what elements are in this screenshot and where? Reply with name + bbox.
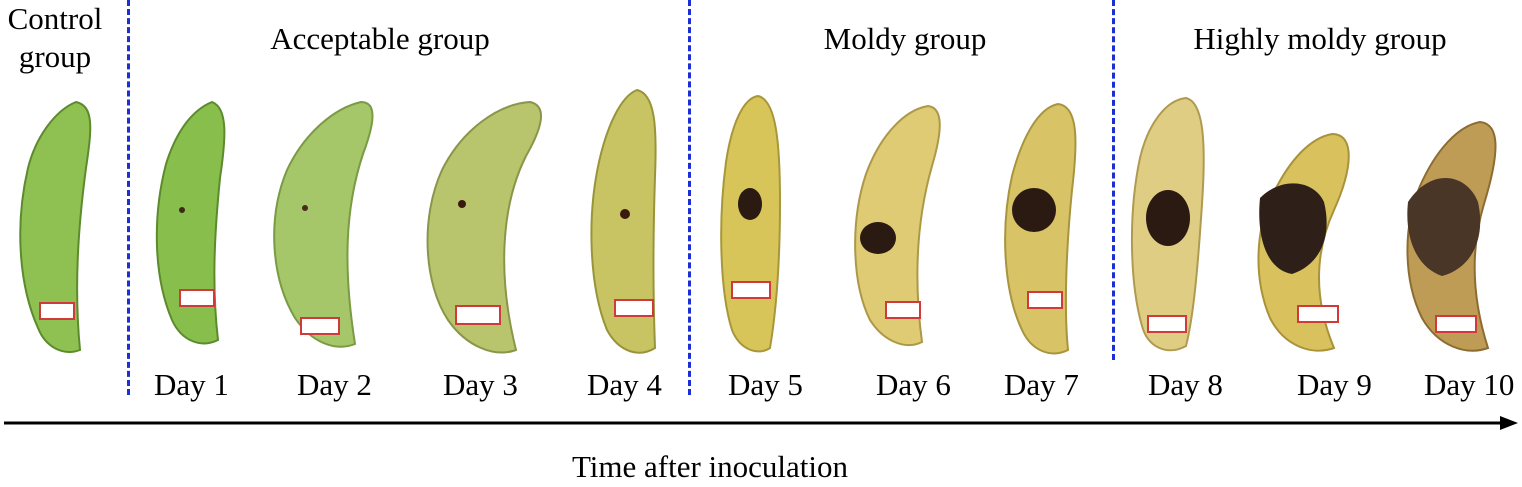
banana-day4-tag [614, 299, 654, 317]
banana-day1-tag [179, 289, 215, 307]
banana-day10-tag [1435, 315, 1477, 333]
banana-day1 [148, 98, 228, 348]
banana-day5 [718, 92, 788, 357]
banana-day2-tag [300, 317, 340, 335]
banana-control-tag [39, 302, 75, 320]
day-label-6: Day 6 [876, 367, 951, 402]
day-label-2: Day 2 [297, 367, 372, 402]
time-arrow-head [1500, 416, 1518, 430]
control-group-heading-line2: group [18, 39, 92, 74]
banana-control-peel [19, 100, 92, 353]
banana-day7 [998, 100, 1083, 360]
time-axis-label: Time after inoculation [571, 449, 849, 484]
highly-moldy-group-heading: Highly moldy group [1193, 21, 1447, 56]
banana-day3-tag [455, 305, 501, 325]
time-arrow [4, 413, 1520, 433]
banana-day3 [420, 98, 550, 358]
control-group-heading: Control group [0, 2, 110, 74]
divider-moldy-highly-moldy [1112, 0, 1115, 360]
control-group-heading-line1: Control [7, 1, 103, 36]
acceptable-group-heading: Acceptable group [270, 21, 490, 56]
banana-day6 [848, 102, 948, 352]
banana-day9 [1252, 130, 1362, 360]
day-label-3: Day 3 [443, 367, 518, 402]
banana-day8-tag [1147, 315, 1187, 333]
divider-acceptable-moldy [688, 0, 691, 395]
banana-control [14, 98, 94, 358]
day-label-10: Day 10 [1424, 367, 1515, 402]
day-label-9: Day 9 [1297, 367, 1372, 402]
banana-day5-tag [731, 281, 771, 299]
moldy-group-heading: Moldy group [823, 21, 987, 56]
day-label-5: Day 5 [728, 367, 803, 402]
day-label-7: Day 7 [1004, 367, 1079, 402]
day-label-8: Day 8 [1148, 367, 1223, 402]
banana-day4 [585, 86, 665, 361]
banana-day8 [1128, 94, 1208, 356]
banana-day7-tag [1027, 291, 1063, 309]
banana-day9-tag [1297, 305, 1339, 323]
banana-day10 [1402, 118, 1502, 358]
banana-day6-tag [885, 301, 921, 319]
day-label-4: Day 4 [587, 367, 662, 402]
day-label-1: Day 1 [154, 367, 229, 402]
divider-control-acceptable [127, 0, 130, 395]
banana-day2 [265, 98, 385, 353]
